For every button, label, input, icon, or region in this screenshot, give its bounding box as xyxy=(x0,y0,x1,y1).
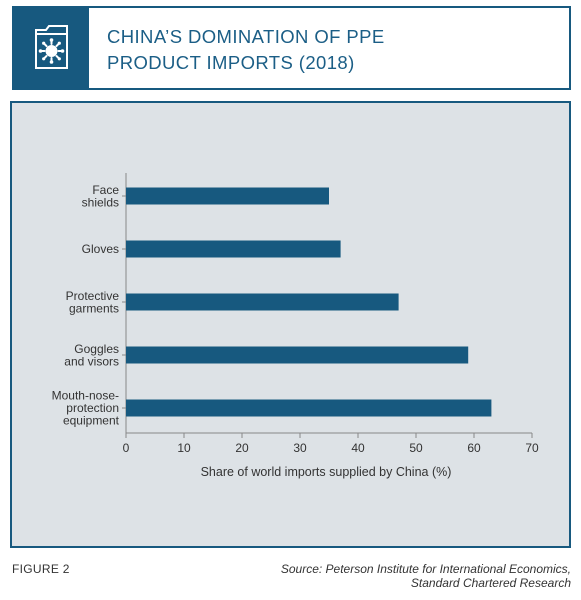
category-label: protection xyxy=(66,401,119,415)
x-tick-label: 0 xyxy=(123,441,130,455)
bar xyxy=(126,399,492,417)
category-label: shields xyxy=(82,195,119,209)
chart-title-line: China’s domination of PPE xyxy=(107,26,385,47)
category-label: equipment xyxy=(63,414,120,428)
x-tick-label: 30 xyxy=(293,441,307,455)
x-tick-label: 70 xyxy=(525,441,539,455)
x-tick-label: 10 xyxy=(177,441,191,455)
category-label: Gloves xyxy=(82,242,119,256)
virus-icon xyxy=(35,25,68,69)
chart-header: China’s domination of PPE product import… xyxy=(12,6,571,90)
source-note: Source: Peterson Institute for Internati… xyxy=(281,562,571,590)
source-line: Standard Chartered Research xyxy=(410,576,571,590)
x-tick-label: 60 xyxy=(467,441,481,455)
x-tick-label: 20 xyxy=(235,441,249,455)
x-axis-title: Share of world imports supplied by China… xyxy=(201,465,452,479)
category-label: Face xyxy=(92,183,119,197)
category-label: Mouth-nose- xyxy=(52,389,119,403)
chart-title-line: product imports (2018) xyxy=(107,52,355,73)
bar xyxy=(126,293,399,311)
bar xyxy=(126,187,329,205)
logo-box xyxy=(14,8,89,88)
chart-title: China’s domination of PPE product import… xyxy=(107,24,385,76)
x-tick-label: 40 xyxy=(351,441,365,455)
figure-label: FIGURE 2 xyxy=(12,562,70,576)
bar xyxy=(126,240,341,258)
category-label: Protective xyxy=(66,289,120,303)
category-label: Goggles xyxy=(74,342,119,356)
x-tick-label: 50 xyxy=(409,441,423,455)
source-line: Source: Peterson Institute for Internati… xyxy=(280,562,571,576)
category-label: garments xyxy=(69,301,119,315)
bar xyxy=(126,346,469,364)
chart-panel: Face shields Gloves Protective garments Goggl… xyxy=(10,101,571,548)
category-label: and visors xyxy=(64,354,119,368)
